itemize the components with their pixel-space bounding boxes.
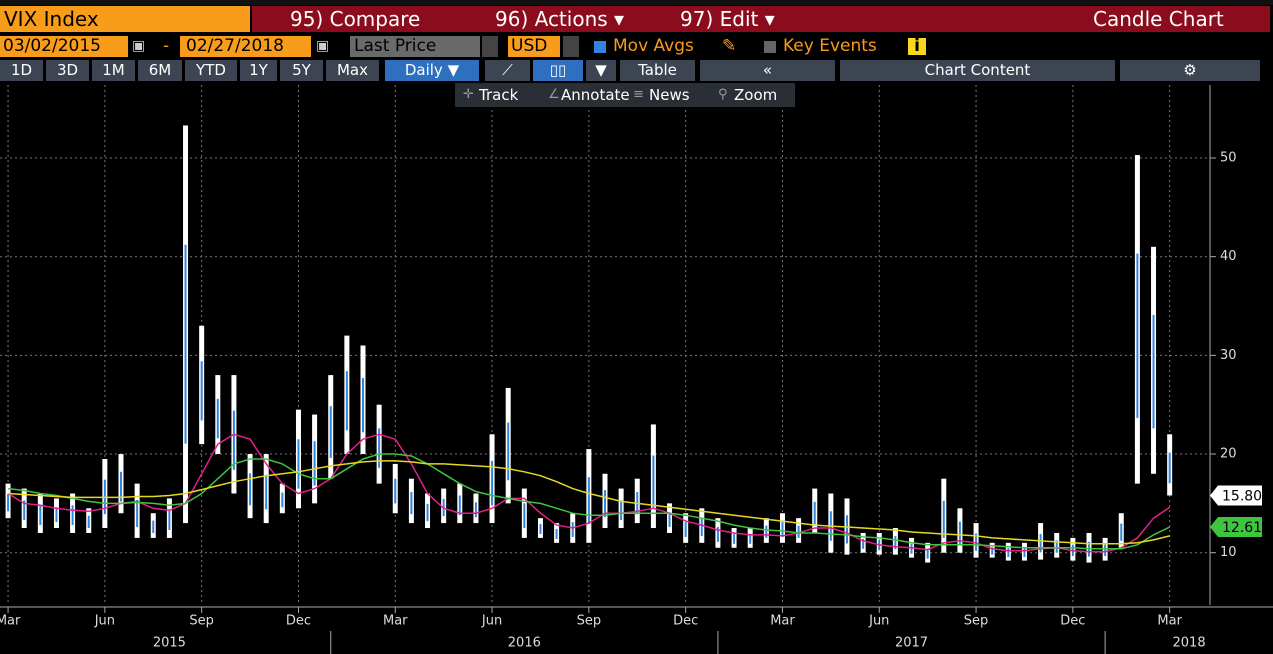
year-label: 2016: [508, 636, 541, 651]
x-tick-label: Jun: [481, 614, 502, 629]
settings[interactable]: ⚙: [1120, 60, 1260, 81]
price-tag-label: 12.61: [1222, 520, 1262, 536]
dropdown[interactable]: [482, 36, 498, 57]
x-tick-label: Sep: [964, 614, 989, 629]
top-strip: [0, 0, 1273, 5]
checkbox[interactable]: [594, 41, 606, 53]
start-date[interactable]: 03/02/2015: [0, 36, 128, 57]
mov-avgs[interactable]: Mov Avgs: [613, 36, 694, 56]
period-button[interactable]: 6M: [138, 60, 182, 81]
chart-dropdown[interactable]: ▼: [586, 60, 616, 81]
x-tick-label: Mar: [1157, 614, 1182, 629]
period-button[interactable]: 1D: [0, 60, 43, 81]
tool-button[interactable]: Annotate: [561, 86, 630, 104]
dropdown[interactable]: [563, 36, 579, 57]
tool-icon[interactable]: ⚲: [718, 87, 728, 102]
y-tick-label: 20: [1220, 447, 1237, 462]
period-button[interactable]: Max: [326, 60, 379, 81]
pencil-icon[interactable]: ✎: [722, 36, 737, 56]
tool-button[interactable]: News: [649, 86, 690, 104]
x-tick-label: Dec: [1060, 614, 1085, 629]
calendar-icon[interactable]: ▣: [316, 38, 330, 54]
title-bar: [252, 6, 1270, 32]
tool-icon[interactable]: ≡: [633, 87, 644, 102]
period-button[interactable]: 1Y: [240, 60, 277, 81]
y-tick-label: 10: [1220, 545, 1237, 560]
y-tick-label: 40: [1220, 249, 1237, 264]
currency[interactable]: USD: [508, 36, 560, 57]
security[interactable]: VIX Index: [0, 6, 250, 32]
y-tick-label: 50: [1220, 151, 1237, 166]
x-tick-label: Mar: [0, 614, 21, 629]
year-label: 2015: [153, 636, 186, 651]
chart: 10 20 30 40 50 Mar Jun Sep Dec Mar Jun Sep Dec Mar Jun…: [0, 85, 1273, 654]
chart-content[interactable]: Chart Content: [840, 60, 1115, 81]
line-chart-button[interactable]: ⟋: [485, 60, 530, 81]
period-button[interactable]: 3D: [46, 60, 89, 81]
end-date[interactable]: 02/27/2018: [180, 36, 311, 57]
period-button[interactable]: 1M: [92, 60, 135, 81]
x-tick-label: Mar: [383, 614, 408, 629]
price-tag-label: 15.80: [1222, 488, 1262, 504]
x-tick-label: Sep: [189, 614, 214, 629]
x-tick-label: Dec: [673, 614, 698, 629]
key-events[interactable]: Key Events: [783, 36, 877, 56]
price-tag: [1210, 485, 1262, 506]
edit[interactable]: 97) Edit ▾: [680, 7, 775, 31]
chart-type: Candle Chart: [1093, 7, 1224, 31]
tool-button[interactable]: Track: [479, 86, 519, 104]
candle-button[interactable]: ▯▯: [533, 60, 583, 81]
x-tick-label: Mar: [770, 614, 795, 629]
x-tick-label: Dec: [286, 614, 311, 629]
chart-tools: ✛ Track ∠ Annotate ≡ News ⚲ Zoom: [455, 83, 795, 107]
moving-average: [8, 453, 1171, 550]
tool-button[interactable]: Zoom: [734, 86, 778, 104]
tool-icon[interactable]: ✛: [463, 87, 474, 102]
calendar-icon[interactable]: ▣: [132, 38, 146, 54]
year-label: 2017: [895, 636, 928, 651]
checkbox[interactable]: [764, 41, 776, 53]
tool-icon[interactable]: ∠: [548, 87, 560, 102]
moving-average: [8, 460, 1170, 545]
info-icon[interactable]: i: [908, 38, 926, 55]
frequency[interactable]: Daily ▼: [385, 60, 479, 81]
x-tick-label: Jun: [868, 614, 889, 629]
actions[interactable]: 96) Actions ▾: [495, 7, 625, 31]
table[interactable]: Table: [620, 60, 695, 81]
period-button[interactable]: YTD: [185, 60, 237, 81]
price-tag: [1210, 516, 1262, 537]
field[interactable]: Last Price: [350, 36, 480, 57]
x-tick-label: Sep: [577, 614, 602, 629]
compare[interactable]: 95) Compare: [290, 7, 421, 31]
x-tick-label: Jun: [94, 614, 115, 629]
period-button[interactable]: 5Y: [280, 60, 323, 81]
y-tick-label: 30: [1220, 348, 1237, 363]
collapse[interactable]: «: [700, 60, 835, 81]
moving-average: [7, 433, 1171, 553]
dash: -: [163, 36, 170, 56]
year-label: 2018: [1173, 636, 1206, 651]
